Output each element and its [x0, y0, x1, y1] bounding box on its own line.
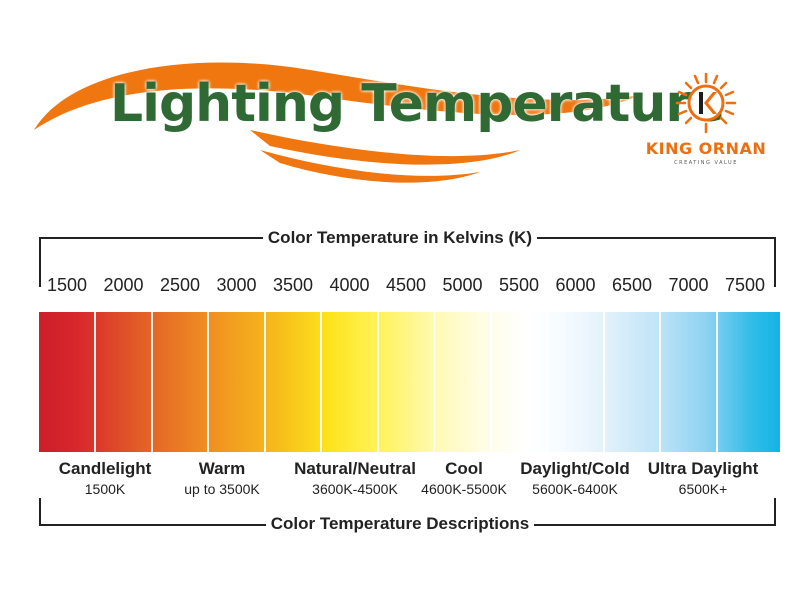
tick-label-2500: 2500 — [159, 275, 201, 295]
tick-label-4500: 4500 — [385, 275, 427, 295]
description-range: up to 3500K — [184, 481, 260, 497]
swatch-divider — [320, 312, 323, 452]
description-range: 4600K-5500K — [421, 481, 507, 497]
color-temperature-spectrum — [39, 312, 780, 452]
header: Lighting Temperature K — [0, 0, 800, 200]
description-name: Ultra Daylight — [647, 459, 759, 478]
swatch-divider — [207, 312, 210, 452]
temperature-description: Daylight/Cold 5600K-6400K — [490, 459, 660, 499]
swatch-divider — [376, 312, 379, 452]
temperature-description: Warm up to 3500K — [137, 459, 307, 499]
brand-name: KING ORNAN — [645, 139, 767, 158]
tick-label-7500: 7500 — [724, 275, 766, 295]
tick-label-5500: 5500 — [498, 275, 540, 295]
tick-label-3500: 3500 — [272, 275, 314, 295]
tick-label-5000: 5000 — [442, 275, 483, 295]
tick-label-6500: 6500 — [611, 275, 653, 295]
brand-logo: KING ORNAN CREATING VALUE — [636, 72, 776, 172]
description-name: Daylight/Cold — [520, 459, 630, 478]
swatch-divider — [150, 312, 153, 452]
tick-label-6000: 6000 — [555, 275, 596, 295]
page-title: Lighting Temperature — [110, 74, 725, 134]
swatch-divider — [602, 312, 605, 452]
swatch-divider — [715, 312, 718, 452]
swatch-divider — [659, 312, 662, 452]
tick-label-7000: 7000 — [668, 275, 709, 295]
description-name: Candlelight — [58, 459, 152, 478]
brand-tagline: CREATING VALUE — [674, 160, 738, 166]
temperature-description: Natural/Neutral 3600K-4500K — [270, 459, 440, 499]
description-range: 6500K+ — [678, 481, 728, 497]
tick-label-4000: 4000 — [329, 275, 370, 295]
swatch-divider — [94, 312, 97, 452]
tick-label-3000: 3000 — [216, 275, 257, 295]
description-name: Cool — [445, 459, 483, 478]
description-range: 1500K — [84, 481, 126, 497]
tick-label-1500: 1500 — [46, 275, 88, 295]
temperature-description: Ultra Daylight 6500K+ — [618, 459, 788, 499]
swatch-divider — [433, 312, 436, 452]
swatch-divider — [263, 312, 266, 452]
swatch-divider — [546, 312, 549, 452]
orange-swoosh-decoration — [34, 62, 640, 183]
description-range: 3600K-4500K — [312, 481, 398, 497]
description-name: Natural/Neutral — [294, 459, 416, 478]
k-sun-logo-icon — [675, 72, 737, 134]
description-name: Warm — [198, 459, 246, 478]
tick-label-2000: 2000 — [103, 275, 144, 295]
swatch-divider — [489, 312, 492, 452]
description-range: 5600K-6400K — [532, 481, 618, 497]
temperature-description: Candlelight 1500K — [20, 459, 190, 499]
descriptions-bracket — [39, 498, 776, 526]
temperature-description: Cool 4600K-5500K — [379, 459, 549, 499]
